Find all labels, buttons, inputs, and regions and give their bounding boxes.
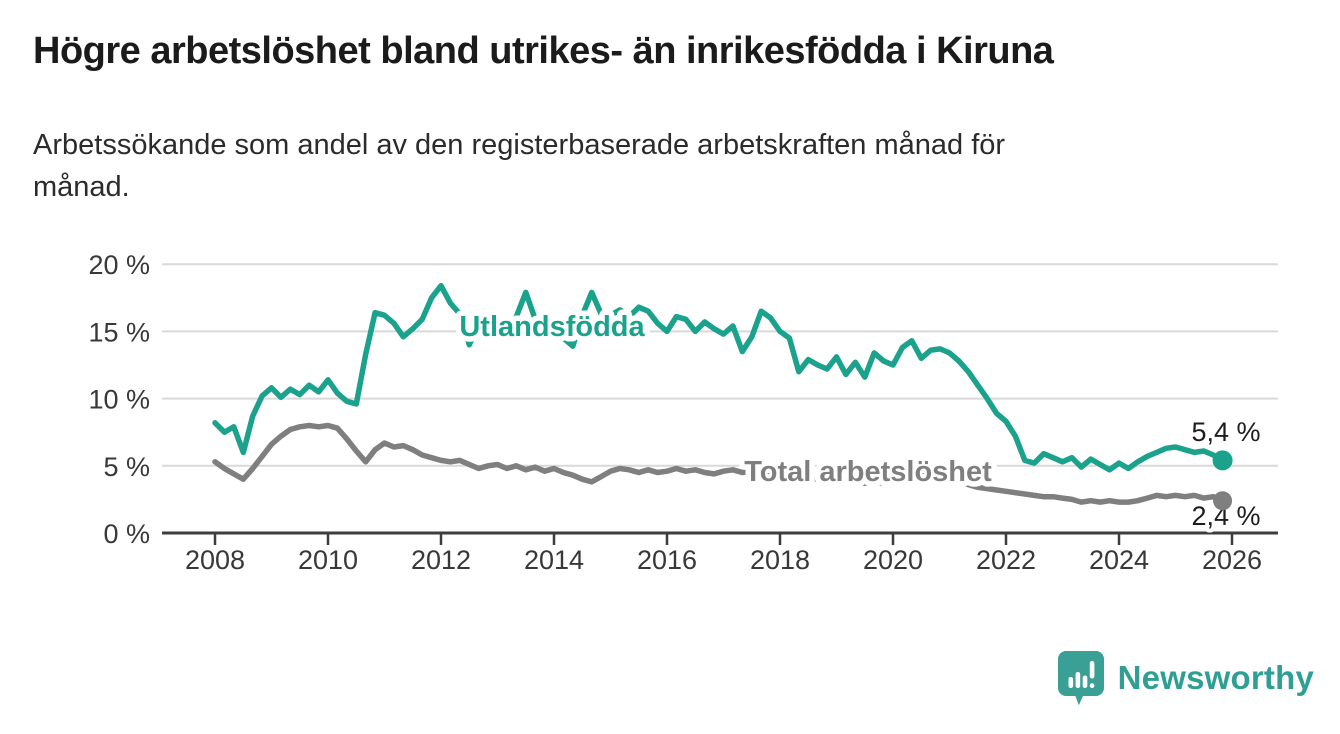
x-tick-label: 2010 [298,545,358,575]
brand-footer: Newsworthy [1057,650,1314,706]
subtitle-line-2: månad. [33,171,130,203]
series-line-total [212,422,1226,505]
exclamation-bar-icon [1089,661,1095,679]
series-label-utlandsfodda: Utlandsfödda [459,311,645,343]
y-tick-label: 20 % [88,250,150,280]
page-subtitle: Arbetssökande som andel av den registerb… [33,124,1005,208]
bar-icon-tall [1075,672,1080,688]
x-tick-label: 2008 [185,545,245,575]
x-tick-label: 2020 [863,545,923,575]
series-end-dot-total [1213,491,1233,511]
y-tick-label: 0 % [103,519,150,549]
series-label-total: Total arbetslöshet [744,456,992,488]
end-value-label-total: 2,4 % [1191,501,1260,531]
brand-wordmark: Newsworthy [1117,659,1314,696]
x-tick-label: 2018 [750,545,810,575]
exclamation-dot-icon [1089,683,1095,688]
speech-bubble-shape [1057,651,1104,706]
x-tick-label: 2014 [524,545,584,575]
x-tick-label: 2026 [1202,545,1262,575]
page-title: Högre arbetslöshet bland utrikes- än inr… [33,30,1054,72]
y-tick-label: 15 % [88,317,150,347]
y-tick-label: 10 % [88,385,150,415]
series-line-utlandsfodda [212,282,1226,473]
x-tick-label: 2016 [637,545,697,575]
bar-icon-medium [1082,675,1087,688]
x-tick-label: 2024 [1089,545,1149,575]
newsworthy-logo-icon [1057,651,1104,706]
bar-icon-small [1068,677,1073,688]
subtitle-line-1: Arbetssökande som andel av den registerb… [33,129,1006,161]
x-tick-label: 2022 [976,545,1036,575]
y-tick-label: 5 % [103,452,150,482]
x-tick-label: 2012 [411,545,471,575]
series-end-dot-utlandsfodda [1212,450,1233,471]
end-value-label-utlandsfodda: 5,4 % [1191,417,1260,447]
